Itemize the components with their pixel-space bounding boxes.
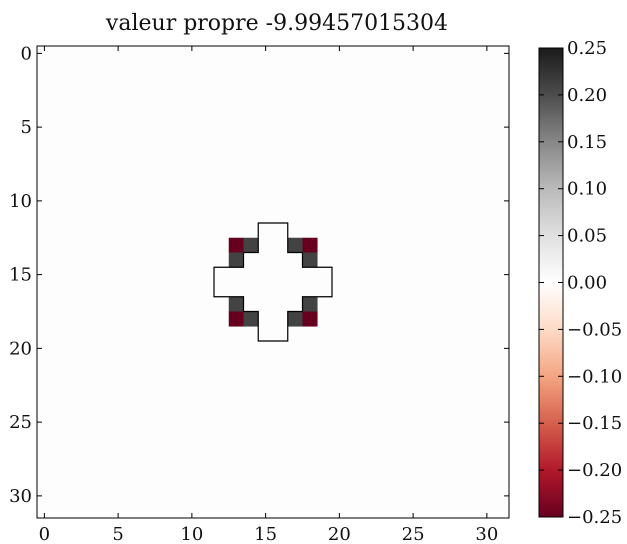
plot-background xyxy=(37,46,509,518)
heatmap-cell xyxy=(243,311,259,327)
heatmap-cell xyxy=(228,296,244,312)
colorbar-tick-label: 0.00 xyxy=(567,273,607,294)
heatmap-cell xyxy=(228,237,244,253)
plot-frame xyxy=(36,45,510,519)
colorbar-tick-label: −0.10 xyxy=(567,366,622,387)
colorbar-tick-label: 0.25 xyxy=(567,38,607,59)
heatmap-cell xyxy=(302,311,318,327)
y-tick-label: 5 xyxy=(21,117,32,138)
heatmap-cell xyxy=(287,237,303,253)
heatmap-cell xyxy=(302,296,318,312)
y-tick-label: 0 xyxy=(21,43,32,64)
y-tick-label: 20 xyxy=(9,338,32,359)
contour-line xyxy=(213,222,333,342)
plot-area: 0 5 10 15 20 25 30 0 5 10 15 20 25 30 xyxy=(9,43,510,544)
x-tick-label: 25 xyxy=(402,524,425,544)
heatmap-cells xyxy=(228,237,318,327)
y-tick-label: 15 xyxy=(9,265,32,286)
x-tick-label: 20 xyxy=(328,524,351,544)
colorbar-ticks: 0.25 0.20 0.15 0.10 0.05 0.00 −0.05 −0.10 −0.15 −… xyxy=(539,38,622,528)
x-tick-label: 10 xyxy=(180,524,203,544)
colorbar: 0.25 0.20 0.15 0.10 0.05 0.00 −0.05 −0.10 −0.15 −… xyxy=(538,38,622,528)
colorbar-tick-label: −0.15 xyxy=(567,413,622,434)
colorbar-tick-label: 0.05 xyxy=(567,226,607,247)
colorbar-tick-label: 0.10 xyxy=(567,179,607,200)
x-tick-label: 15 xyxy=(254,524,277,544)
heatmap-cell xyxy=(287,311,303,327)
x-tick-label: 30 xyxy=(475,524,498,544)
x-axis: 0 5 10 15 20 25 30 xyxy=(39,46,498,544)
x-tick-label: 0 xyxy=(39,524,50,544)
chart-title: valeur propre -9.99457015304 xyxy=(105,11,448,36)
colorbar-tick-label: 0.15 xyxy=(567,132,607,153)
colorbar-tick-label: −0.05 xyxy=(567,319,622,340)
heatmap-cell xyxy=(243,237,259,253)
colorbar-tick-label: 0.20 xyxy=(567,85,607,106)
heatmap-cell xyxy=(228,311,244,327)
y-axis: 0 5 10 15 20 25 30 xyxy=(9,43,509,507)
heatmap-cell xyxy=(302,237,318,253)
y-tick-label: 10 xyxy=(9,191,32,212)
contour-layer xyxy=(213,222,333,342)
y-tick-label: 25 xyxy=(9,412,32,433)
heatmap-cell xyxy=(228,252,244,268)
colorbar-tick-label: −0.25 xyxy=(567,507,622,528)
y-tick-label: 30 xyxy=(9,486,32,507)
x-tick-label: 5 xyxy=(112,524,123,544)
colorbar-tick-label: −0.20 xyxy=(567,460,622,481)
heatmap-cell xyxy=(302,252,318,268)
